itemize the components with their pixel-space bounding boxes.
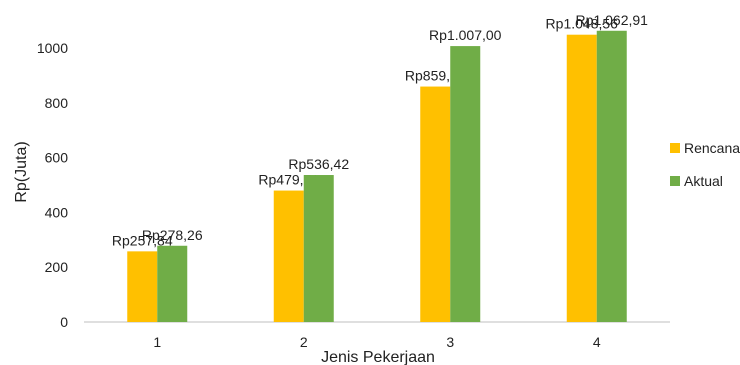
y-axis-title: Rp(Juta) — [13, 141, 30, 202]
data-label: Rp257,84 — [112, 232, 173, 248]
x-tick-label: 2 — [300, 334, 308, 350]
data-label: Rp1.048,56 — [546, 16, 619, 32]
x-axis-ticks: 1 2 3 4 — [153, 334, 601, 350]
legend-swatch-rencana — [670, 143, 680, 153]
bar-rencana — [566, 34, 597, 323]
y-tick-label: 800 — [45, 95, 69, 111]
bar-aktual — [596, 30, 627, 322]
y-tick-label: 200 — [45, 259, 69, 275]
data-label: Rp1.007,00 — [429, 27, 502, 43]
x-tick-label: 4 — [593, 334, 601, 350]
legend-swatch-aktual — [670, 176, 680, 186]
bar-rencana — [273, 190, 304, 322]
legend-label-aktual: Aktual — [684, 173, 723, 189]
legend: Rencana Aktual — [670, 140, 740, 189]
data-label: Rp1.062,91 — [576, 12, 649, 28]
bar-aktual — [157, 245, 188, 322]
bar-aktual — [450, 46, 481, 322]
x-tick-label: 1 — [153, 334, 161, 350]
y-tick-label: 1000 — [37, 40, 68, 56]
bar-aktual — [303, 175, 334, 322]
bars-group: Rp257,84Rp278,26Rp479,71Rp536,42Rp859,29… — [112, 12, 649, 323]
bar-rencana — [127, 251, 158, 322]
y-tick-label: 600 — [45, 150, 69, 166]
legend-label-rencana: Rencana — [684, 140, 740, 156]
y-tick-label: 400 — [45, 204, 69, 220]
x-tick-label: 3 — [446, 334, 454, 350]
data-label: Rp278,26 — [142, 227, 203, 243]
y-tick-label: 0 — [60, 314, 68, 330]
y-axis-ticks: 0 200 400 600 800 1000 — [37, 40, 68, 330]
bar-rencana — [420, 86, 451, 323]
data-label: Rp536,42 — [288, 156, 349, 172]
x-axis-title: Jenis Pekerjaan — [321, 349, 435, 365]
